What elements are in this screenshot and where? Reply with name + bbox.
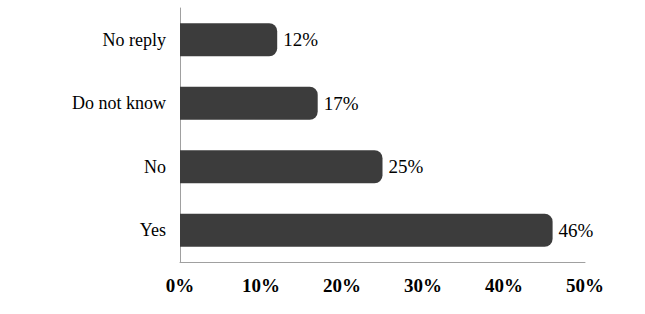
svg-text:0%: 0% — [166, 275, 195, 296]
svg-text:17%: 17% — [324, 93, 359, 114]
svg-text:Yes: Yes — [140, 220, 166, 240]
svg-text:No: No — [144, 157, 166, 177]
svg-text:No reply: No reply — [103, 30, 166, 50]
svg-text:Do not know: Do not know — [72, 93, 166, 113]
svg-text:40%: 40% — [485, 275, 523, 296]
svg-text:50%: 50% — [566, 275, 604, 296]
svg-text:25%: 25% — [389, 156, 424, 177]
svg-text:10%: 10% — [242, 275, 280, 296]
svg-text:30%: 30% — [404, 275, 442, 296]
svg-text:46%: 46% — [559, 220, 594, 241]
svg-text:12%: 12% — [283, 29, 318, 50]
svg-text:20%: 20% — [323, 275, 361, 296]
